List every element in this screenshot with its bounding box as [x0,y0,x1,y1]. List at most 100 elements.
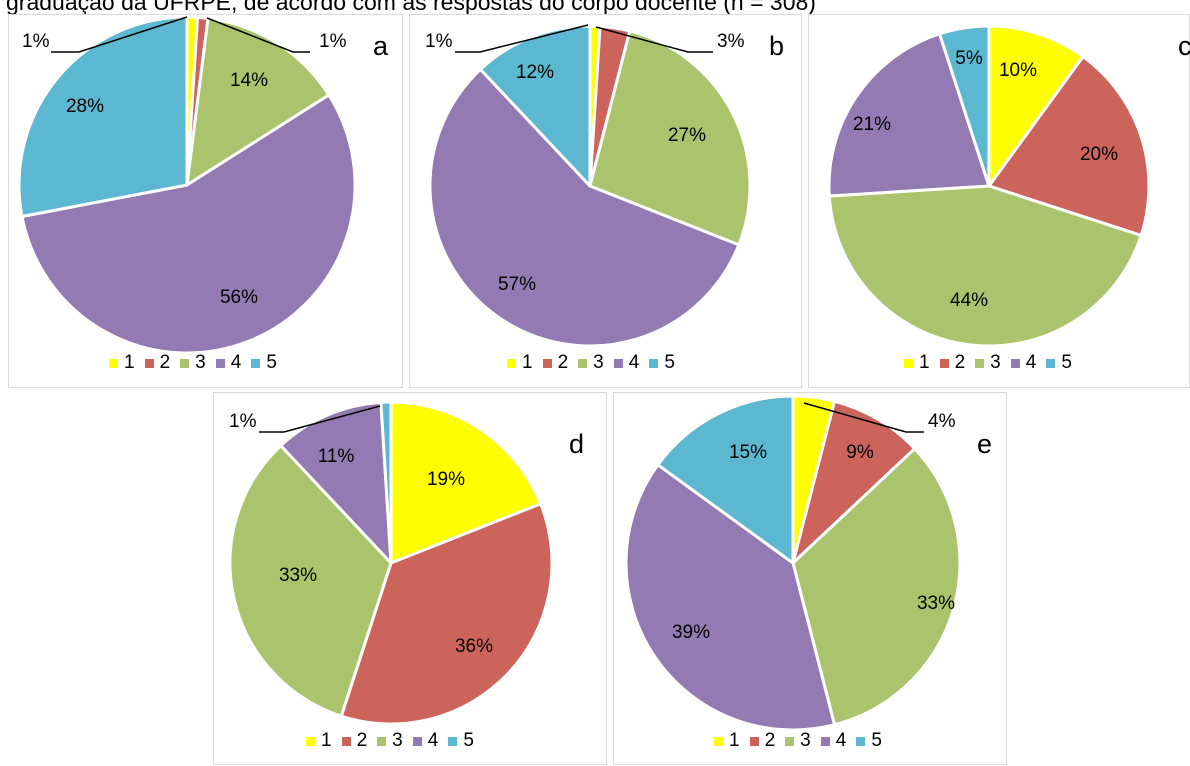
legend-label-5: 5 [266,352,277,373]
legend-label-3: 3 [800,730,811,751]
leader-line-1 [803,402,924,433]
legend-label-1: 1 [522,352,533,373]
legend-swatch-2 [939,358,949,368]
data-label-3: 33% [279,565,317,586]
legend-item-3: 3 [377,731,403,751]
panel-letter-d: d [569,429,585,459]
legend-e: 1 2 3 4 5 [714,731,892,751]
data-label-1: 10% [999,60,1037,81]
legend-swatch-5 [856,736,866,746]
legend-item-1: 1 [507,353,533,373]
pie-slice-4 [827,32,991,198]
data-label-4: 57% [498,274,536,295]
legend-swatch-1 [904,358,913,368]
pie-slice-4 [428,67,741,348]
legend-item-2: 2 [341,730,368,751]
legend-swatch-3 [180,358,190,368]
legend-d: 1 2 3 4 5 [306,731,484,751]
data-label-2: 20% [1080,144,1118,165]
pie-slice-4 [20,93,357,355]
pie-slice-2 [339,502,554,726]
legend-swatch-1 [507,358,516,368]
legend-label-3: 3 [392,730,403,751]
legend-item-1: 1 [306,731,332,751]
legend-item-1: 1 [714,731,740,751]
legend-label-1: 1 [919,352,930,373]
legend-swatch-1 [714,736,723,746]
legend-swatch-5 [448,736,458,746]
legend-swatch-4 [215,358,225,368]
legend-item-4: 4 [613,352,640,373]
legend-label-4: 4 [1025,352,1037,373]
legend-swatch-2 [542,358,552,368]
leader-line-2 [595,26,713,53]
legend-label-1: 1 [321,730,332,751]
pie-slice-5 [17,15,189,218]
legend-swatch-4 [613,358,623,368]
pie-slice-3 [827,184,1143,348]
legend-item-5: 5 [856,731,882,751]
pie-panel-a: 1% 1% 14% 56% 28% a 1 2 3 4 5 [8,14,403,388]
legend-item-5: 5 [251,353,277,373]
legend-label-5: 5 [871,730,882,751]
legend-label-4: 4 [835,730,847,751]
data-label-3: 14% [230,70,268,91]
data-label-4: 56% [220,287,258,308]
pie-slice-3 [185,16,331,187]
legend-label-4: 4 [427,730,439,751]
data-label-2: 1% [319,31,347,52]
legend-label-3: 3 [990,352,1001,373]
legend-swatch-2 [749,736,759,746]
legend-swatch-3 [785,736,795,746]
data-label-4: 21% [853,114,891,135]
legend-swatch-4 [820,736,830,746]
legend-swatch-3 [578,358,588,368]
data-label-3: 27% [668,125,706,146]
pie-slice-1 [389,400,543,565]
legend-item-3: 3 [578,353,604,373]
data-label-1: 19% [427,469,465,490]
legend-label-1: 1 [124,352,135,373]
pie-panel-b: 1% 3% 27% 57% 12% b 1 2 3 4 5 [409,14,802,388]
leader-line-2 [206,17,310,53]
pie-slice-1 [987,24,1085,188]
panel-letter-e: e [977,429,993,459]
legend-label-4: 4 [230,352,242,373]
leader-line-1 [51,16,188,53]
pie-slice-3 [588,29,752,247]
legend-label-2: 2 [954,352,966,373]
legend-item-3: 3 [180,353,206,373]
legend-swatch-2 [144,358,154,368]
legend-label-3: 3 [195,352,206,373]
legend-item-4: 4 [820,730,847,751]
legend-item-4: 4 [215,352,242,373]
legend-item-2: 2 [144,353,170,373]
legend-label-4: 4 [628,352,640,373]
legend-swatch-2 [341,736,351,746]
data-label-5: 5% [955,48,983,69]
data-label-3: 44% [950,290,988,311]
legend-c: 1 2 3 4 5 [904,353,1082,373]
panel-letter-b: b [769,31,785,61]
legend-swatch-5 [251,358,261,368]
data-label-4: 11% [318,446,355,467]
legend-item-5: 5 [1046,353,1072,373]
pie-slice-2 [987,55,1151,237]
data-label-2: 36% [455,636,493,657]
pie-slice-5 [379,400,393,565]
legend-swatch-3 [377,736,387,746]
legend-swatch-4 [412,736,422,746]
pie-slice-3 [228,444,393,718]
legend-item-1: 1 [904,353,930,373]
legend-label-2: 2 [356,730,368,751]
panel-letter-c: c [1178,31,1190,61]
data-label-2: 3% [717,31,745,52]
legend-swatch-1 [306,736,315,746]
legend-swatch-5 [649,358,659,368]
legend-swatch-5 [1046,358,1056,368]
pie-panel-e: 4% 9% 33% 39% 15% e 1 2 3 4 5 [613,392,1007,765]
pie-chart-d: 19% 36% 33% 11% 1% [228,400,554,726]
legend-label-5: 5 [463,730,474,751]
legend-swatch-1 [109,358,118,368]
pie-slice-5 [656,394,795,565]
